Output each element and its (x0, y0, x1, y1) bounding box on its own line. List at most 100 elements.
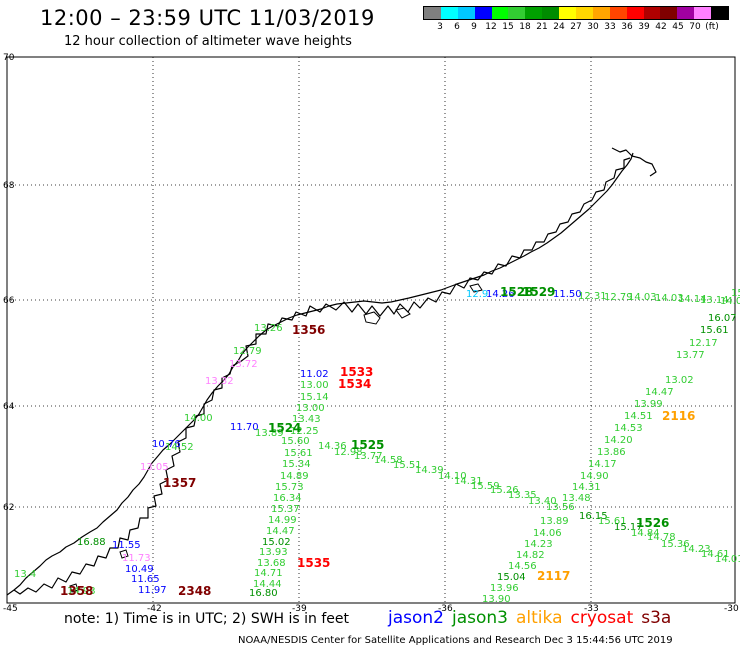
islands (69, 283, 483, 593)
color-swatch (424, 7, 441, 19)
wave-height-value: 14.23 (682, 544, 711, 555)
color-scale-label: 6 (454, 22, 460, 32)
wave-height-value: 15.34 (282, 459, 311, 470)
wave-height-value: 14.14 (678, 294, 707, 305)
color-swatch (626, 7, 644, 19)
legend-item-jason3: jason3 (452, 608, 508, 628)
color-swatch (592, 7, 610, 19)
wave-height-value: 13.77 (676, 350, 705, 361)
color-scale-label: 21 (536, 22, 548, 32)
color-swatch (660, 7, 678, 19)
satellite-pass-label: 1534 (338, 377, 371, 391)
color-scale-label: 24 (553, 22, 565, 32)
wave-height-value: 12.79 (233, 346, 262, 357)
map-frame (6, 56, 736, 604)
wave-height-value: 13.05 (140, 462, 169, 473)
longitude-label: -33 (584, 604, 599, 614)
wave-height-value: 12.25 (290, 426, 319, 437)
wave-height-value: 11.02 (300, 369, 329, 380)
color-scale-label: 12 (485, 22, 497, 32)
wave-height-value: 13.35 (508, 490, 537, 501)
wave-height-value: 13.26 (254, 323, 283, 334)
wave-height-value: 13.90 (482, 594, 511, 605)
color-scale-label: 42 (655, 22, 667, 32)
coastline-fjords-south (13, 361, 241, 595)
latitude-label: 64 (3, 402, 15, 412)
wave-height-value: 14.03 (628, 292, 657, 303)
satellite-legend: jason2 jason3 altika cryosat s3a (388, 608, 679, 628)
longitude-label: -39 (292, 604, 307, 614)
wave-height-value: 14.17 (588, 459, 617, 470)
wave-height-value: 13.43 (292, 414, 321, 425)
color-swatch (711, 7, 729, 19)
wave-height-value: 10.76 (152, 439, 181, 450)
wave-height-value: 15.61 (700, 325, 729, 336)
satellite-pass-label: 2116 (662, 409, 695, 423)
color-swatch (643, 7, 661, 19)
latitude-label: 62 (3, 503, 14, 513)
legend-item-s3a: s3a (641, 608, 672, 628)
wave-height-value: 13.96 (490, 583, 519, 594)
greenland-coastline (6, 147, 657, 596)
wave-height-value: 14.36 (318, 441, 347, 452)
wave-height-value: 15.61 (284, 448, 313, 459)
latitude-label: 66 (3, 296, 15, 306)
wave-height-value: 13.32 (205, 376, 234, 387)
wave-height-value: 15.73 (275, 482, 304, 493)
wave-height-value: 12.31 (578, 291, 607, 302)
wave-height-value: 14.71 (254, 568, 283, 579)
color-scale-label: 33 (604, 22, 616, 32)
wave-height-value: 14.06 (533, 528, 562, 539)
wave-height-value: 14.56 (508, 561, 537, 572)
wave-height-value: 12.9 (466, 289, 488, 300)
island-5 (69, 583, 79, 593)
satellite-pass-label: 1529 (522, 285, 555, 299)
wave-height-value: 15.02 (262, 537, 291, 548)
satellite-pass-label: 2348 (178, 584, 211, 598)
wave-height-value: 14.31 (572, 482, 601, 493)
color-scale-label: 45 (672, 22, 684, 32)
color-swatch (694, 7, 712, 19)
satellite-pass-label: 1528 (500, 285, 533, 299)
color-scale-label: 15 (502, 22, 514, 32)
wave-height-value: 15 (731, 288, 740, 299)
color-swatch (559, 7, 577, 19)
color-swatch (576, 7, 593, 19)
wave-height-value: 15.51 (393, 460, 422, 471)
satellite-pass-label: 1357 (163, 476, 196, 490)
satellite-pass-label: 1525 (351, 438, 384, 452)
wave-height-value: 14.10 (438, 471, 467, 482)
longitude-label: -30 (724, 604, 739, 614)
wave-height-value: 11.65 (131, 574, 160, 585)
wave-height-value: 13.40 (528, 496, 557, 507)
wave-height-value: 13.89 (540, 516, 569, 527)
wave-height-value: 16.07 (708, 313, 737, 324)
coastline-main (6, 152, 634, 596)
wave-height-value: 14.82 (516, 550, 545, 561)
satellite-pass-label: 1356 (292, 323, 325, 337)
wave-height-value: 13.56 (546, 502, 575, 513)
legend-item-jason2: jason2 (388, 608, 444, 628)
wave-height-value: 13.93 (259, 547, 288, 558)
latitude-label: 68 (3, 181, 15, 191)
wave-height-value: 14.20 (604, 435, 633, 446)
wave-height-value: 15.60 (281, 436, 310, 447)
wave-height-value: 13.89 (255, 428, 284, 439)
graticule (7, 57, 735, 603)
wave-height-value: 14.52 (165, 442, 194, 453)
wave-height-value: 14.31 (454, 476, 483, 487)
wave-height-value: 14.84 (631, 528, 660, 539)
color-swatch (474, 7, 492, 19)
legend-item-cryosat: cryosat (570, 608, 634, 628)
wave-height-value: 11.50 (553, 289, 582, 300)
satellite-pass-label: 1533 (340, 365, 373, 379)
map-border (6, 56, 736, 604)
color-scale-label: 18 (519, 22, 531, 32)
wave-height-value: 13.77 (354, 451, 383, 462)
color-swatch (457, 7, 475, 19)
wave-height-value: 14.58 (374, 455, 403, 466)
wave-height-value: 14.61 (701, 549, 730, 560)
wave-height-value: 14.01 (715, 554, 740, 565)
satellite-pass-label: 1358 (60, 584, 93, 598)
